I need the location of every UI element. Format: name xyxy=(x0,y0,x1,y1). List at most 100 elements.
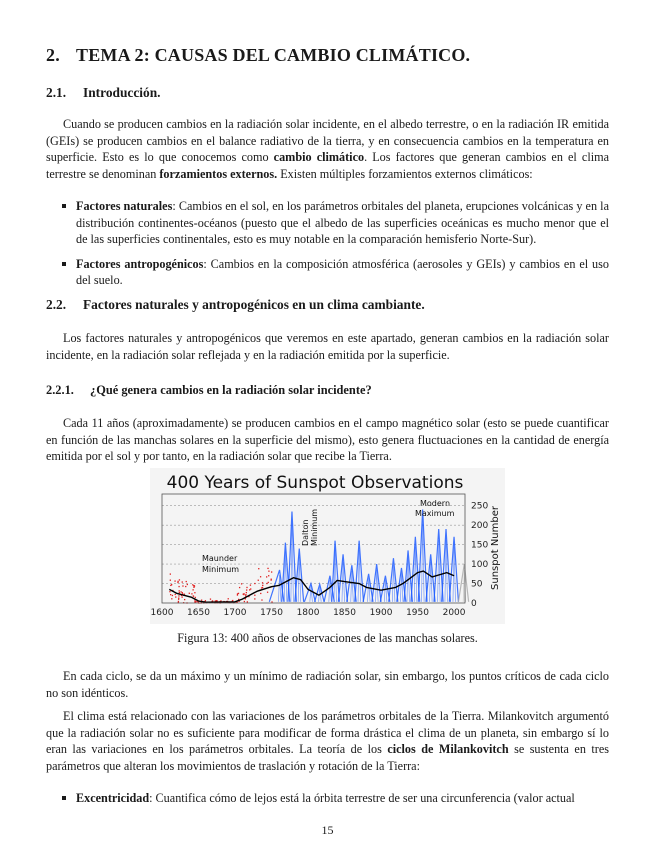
cycle-line xyxy=(410,536,421,602)
observation-point xyxy=(169,591,171,593)
x-tick-label: 1600 xyxy=(151,608,174,618)
observation-point xyxy=(180,594,183,597)
observation-point xyxy=(177,598,180,600)
observation-point xyxy=(178,585,180,588)
milankovitch-paragraph: El clima está relacionado con las variac… xyxy=(46,709,609,773)
solar-paragraph: Cada 11 años (aproximadamente) se produc… xyxy=(46,416,609,464)
cycle-line xyxy=(429,561,433,602)
observation-point xyxy=(181,581,183,583)
cycle-line xyxy=(341,561,345,602)
cycle-line xyxy=(444,540,448,602)
x-tick-label: 1800 xyxy=(297,608,320,618)
observation-point xyxy=(243,593,245,595)
cycle-line xyxy=(283,551,288,602)
observation-point xyxy=(169,573,171,575)
observation-point xyxy=(170,593,172,596)
cycle-line xyxy=(437,540,441,602)
page-number: 15 xyxy=(321,823,334,837)
observation-point xyxy=(237,592,240,595)
cycle-line xyxy=(421,523,425,602)
observation-point xyxy=(181,596,183,598)
x-tick-label: 1700 xyxy=(224,608,247,618)
y-tick-label: 250 xyxy=(471,502,488,512)
observation-point xyxy=(216,600,218,602)
observation-point xyxy=(246,586,248,589)
observation-point xyxy=(184,598,186,601)
observation-point xyxy=(171,584,173,586)
observation-point xyxy=(254,598,256,600)
observation-point xyxy=(185,580,187,583)
observation-point xyxy=(270,579,272,581)
intro-paragraph: Cuando se producen cambios en la radiaci… xyxy=(46,117,609,181)
y-tick-label: 50 xyxy=(471,580,483,590)
cycle-line xyxy=(417,509,428,602)
list-item: Factores antropogénicos: Cambios en la c… xyxy=(46,256,609,289)
cycle-line xyxy=(452,546,456,602)
subsection-heading-factors: 2.2. Factores naturales y antropogénicos … xyxy=(46,297,425,312)
observation-point xyxy=(214,600,216,602)
cycle-line xyxy=(448,536,460,602)
observation-point xyxy=(177,601,179,604)
observation-point xyxy=(193,586,195,589)
milankovitch-list: Excentricidad: Cuantifica cómo de lejos … xyxy=(46,790,609,815)
x-tick-label: 1850 xyxy=(333,608,356,618)
observation-point xyxy=(185,585,187,588)
sunspot-figure: 400 Years of Sunspot Observations 0 50 100… xyxy=(150,468,505,624)
observation-point xyxy=(194,599,196,601)
cycle-line xyxy=(303,581,316,603)
observation-point xyxy=(268,575,270,577)
cycle-line xyxy=(383,579,388,602)
observation-point xyxy=(260,592,262,595)
cycle-line xyxy=(375,569,379,602)
x-tick-label: 2000 xyxy=(443,608,466,618)
observation-point xyxy=(188,592,190,594)
cycle-line xyxy=(331,540,341,602)
cycle-line xyxy=(350,570,354,602)
cycle-line xyxy=(441,528,451,602)
observation-point xyxy=(178,579,181,581)
observation-point xyxy=(245,593,247,596)
factors-paragraph: Los factores naturales y antropogénicos … xyxy=(46,331,609,362)
y-axis-label: Sunspot Number xyxy=(490,505,501,590)
observation-point xyxy=(200,601,203,604)
observation-point xyxy=(248,595,250,598)
cycle-line xyxy=(290,525,294,602)
observation-point xyxy=(268,570,270,572)
observation-point xyxy=(267,581,269,584)
observation-point xyxy=(194,592,196,594)
observation-point xyxy=(254,582,256,585)
observation-point xyxy=(266,591,269,593)
observation-point xyxy=(257,579,259,581)
observation-point xyxy=(245,591,247,594)
observation-point xyxy=(261,586,264,589)
observation-point xyxy=(249,584,252,586)
observation-point xyxy=(243,593,245,596)
observation-point xyxy=(238,600,240,602)
observation-point xyxy=(260,587,263,589)
cycle-line xyxy=(294,548,305,602)
observation-point xyxy=(197,601,199,603)
cycle-line xyxy=(346,565,357,602)
cycle-line xyxy=(457,563,470,602)
observation-point xyxy=(270,571,273,573)
subsubsection-heading: 2.2.1. ¿Qué genera cambios en la radiació… xyxy=(46,383,372,397)
observation-point xyxy=(236,593,239,595)
cycle-line xyxy=(333,550,337,602)
observation-point xyxy=(246,601,248,603)
observation-point xyxy=(186,583,188,586)
observation-point xyxy=(209,598,212,600)
cycle-line xyxy=(314,582,325,603)
y-tick-label: 200 xyxy=(471,521,488,531)
observation-point xyxy=(177,600,180,603)
observation-point xyxy=(193,585,196,587)
observation-point xyxy=(178,597,180,599)
observation-point xyxy=(181,593,184,595)
x-tick-label: 1900 xyxy=(370,608,393,618)
forcings-list: Factores naturales: Cambios en el sol, e… xyxy=(46,198,609,297)
x-tick-label: 1750 xyxy=(260,608,283,618)
cycle-line xyxy=(354,540,365,602)
observation-point xyxy=(265,576,268,578)
observation-point xyxy=(170,584,172,587)
observation-point xyxy=(175,596,177,598)
observation-point xyxy=(261,599,263,601)
